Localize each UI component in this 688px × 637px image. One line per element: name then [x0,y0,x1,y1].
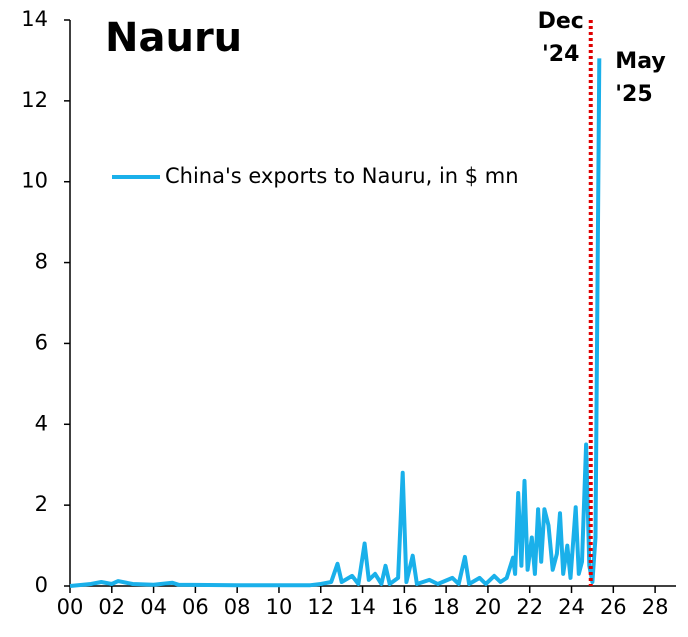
x-tick-label: 08 [224,595,251,619]
x-tick-label: 14 [349,595,376,619]
x-tick-label: 16 [391,595,418,619]
chart-title: Nauru [105,15,242,61]
y-tick-label: 6 [35,330,48,354]
y-tick-label: 4 [35,411,48,435]
x-tick-label: 18 [433,595,460,619]
x-tick-label: 24 [558,595,585,619]
legend-label: China's exports to Nauru, in $ mn [165,164,519,188]
y-tick-label: 12 [21,88,48,112]
x-tick-label: 10 [266,595,293,619]
y-tick-label: 14 [21,7,48,31]
x-tick-label: 00 [57,595,84,619]
y-tick-label: 10 [21,169,48,193]
x-tick-label: 06 [182,595,209,619]
annotation-text: '25 [615,82,652,107]
x-tick-label: 04 [140,595,167,619]
x-tick-label: 28 [642,595,669,619]
line-series [69,58,602,588]
annotation-text: '24 [542,42,579,67]
annotation-text: May [615,49,665,74]
y-tick-label: 0 [35,573,48,597]
y-tick-label: 8 [35,250,48,274]
x-tick-label: 20 [475,595,502,619]
x-tick-label: 26 [600,595,627,619]
x-tick-label: 22 [516,595,543,619]
x-tick-label: 02 [98,595,125,619]
x-tick-label: 12 [307,595,334,619]
y-tick-label: 2 [35,492,48,516]
annotation-text: Dec [538,9,584,34]
